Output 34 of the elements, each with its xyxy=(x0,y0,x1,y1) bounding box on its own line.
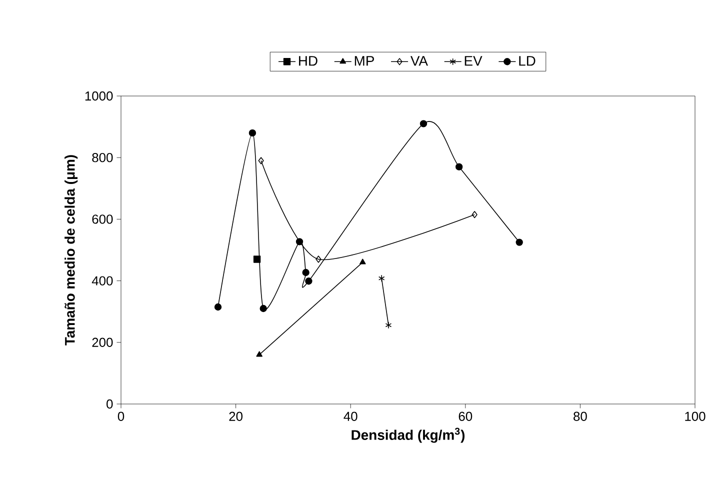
point xyxy=(260,304,267,312)
y-tick-label: 400 xyxy=(92,276,113,286)
point xyxy=(378,274,385,282)
x-tick-label: 20 xyxy=(229,412,242,421)
point xyxy=(472,210,478,218)
y-axis-title: Tamaño medio de celda (μm) xyxy=(64,155,78,346)
y-tick-label: 600 xyxy=(92,214,113,224)
legend-label: MP xyxy=(354,56,374,66)
x-axis-title: Densidad (kg/m$^{3}$) xyxy=(352,428,465,443)
point xyxy=(248,129,256,137)
legend-label: VA xyxy=(410,56,428,66)
legend-label: HD xyxy=(299,56,318,66)
x-tick-label: 40 xyxy=(344,412,358,421)
y-tick-label: 0 xyxy=(106,399,113,409)
point xyxy=(516,238,523,246)
y-tick-label: 200 xyxy=(92,338,113,347)
x-tick-label: 0 xyxy=(118,412,124,421)
x-tick-label: 100 xyxy=(685,412,706,421)
point xyxy=(305,278,312,285)
legend-label: EV xyxy=(464,56,482,66)
point xyxy=(258,157,264,164)
point xyxy=(214,303,222,311)
point xyxy=(302,268,310,276)
point xyxy=(253,256,261,263)
point xyxy=(456,163,463,170)
point xyxy=(316,256,322,263)
x-tick-label: 60 xyxy=(458,412,472,421)
point xyxy=(296,238,304,246)
y-tick-label: 800 xyxy=(92,153,113,162)
legend-label: LD xyxy=(519,56,536,66)
point xyxy=(385,322,392,329)
y-tick-label: 1000 xyxy=(85,91,113,101)
point xyxy=(420,120,428,128)
x-tick-label: 80 xyxy=(574,412,587,421)
